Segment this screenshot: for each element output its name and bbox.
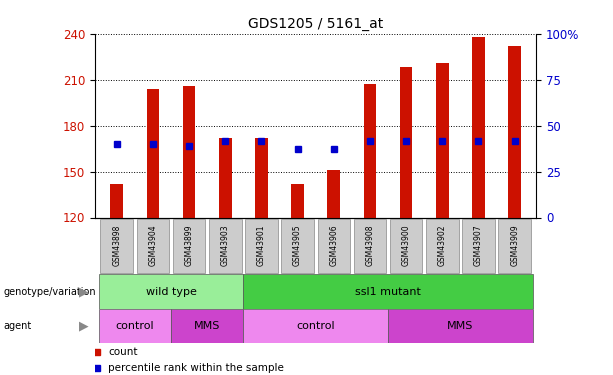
FancyBboxPatch shape (99, 274, 243, 309)
Bar (219, 138, 232, 218)
Bar (183, 86, 196, 218)
Text: GSM43903: GSM43903 (221, 225, 230, 266)
Text: ▶: ▶ (79, 285, 89, 298)
Text: GSM43904: GSM43904 (148, 225, 158, 266)
FancyBboxPatch shape (498, 219, 531, 273)
Text: GSM43907: GSM43907 (474, 225, 483, 266)
Text: GSM43909: GSM43909 (510, 225, 519, 266)
Text: ssl1 mutant: ssl1 mutant (355, 286, 421, 297)
FancyBboxPatch shape (243, 309, 388, 343)
Bar (436, 63, 449, 217)
Text: count: count (109, 347, 138, 357)
Text: control: control (115, 321, 154, 331)
FancyBboxPatch shape (354, 219, 386, 273)
Bar (327, 170, 340, 217)
FancyBboxPatch shape (462, 219, 495, 273)
Bar (255, 138, 268, 218)
Bar (364, 84, 376, 218)
Text: GSM43901: GSM43901 (257, 225, 266, 266)
Text: ▶: ▶ (79, 320, 89, 333)
Text: GSM43900: GSM43900 (402, 225, 411, 266)
FancyBboxPatch shape (245, 219, 278, 273)
Text: MMS: MMS (447, 321, 474, 331)
FancyBboxPatch shape (281, 219, 314, 273)
FancyBboxPatch shape (137, 219, 169, 273)
Text: MMS: MMS (194, 321, 220, 331)
FancyBboxPatch shape (173, 219, 205, 273)
Bar (291, 184, 304, 218)
Text: GSM43905: GSM43905 (293, 225, 302, 266)
Bar (400, 68, 413, 218)
FancyBboxPatch shape (388, 309, 533, 343)
Text: GSM43906: GSM43906 (329, 225, 338, 266)
FancyBboxPatch shape (426, 219, 459, 273)
Text: GSM43899: GSM43899 (185, 225, 194, 266)
FancyBboxPatch shape (171, 309, 243, 343)
Bar (472, 37, 485, 218)
Text: genotype/variation: genotype/variation (3, 286, 96, 297)
Bar (110, 184, 123, 218)
Text: GSM43908: GSM43908 (365, 225, 375, 266)
Text: GSM43902: GSM43902 (438, 225, 447, 266)
Text: GSM43898: GSM43898 (112, 225, 121, 266)
FancyBboxPatch shape (99, 309, 171, 343)
Title: GDS1205 / 5161_at: GDS1205 / 5161_at (248, 17, 383, 32)
Bar (147, 89, 159, 218)
Text: agent: agent (3, 321, 31, 331)
FancyBboxPatch shape (390, 219, 422, 273)
FancyBboxPatch shape (101, 219, 133, 273)
FancyBboxPatch shape (318, 219, 350, 273)
Text: percentile rank within the sample: percentile rank within the sample (109, 363, 284, 373)
Text: control: control (296, 321, 335, 331)
Text: wild type: wild type (145, 286, 196, 297)
FancyBboxPatch shape (209, 219, 242, 273)
Bar (508, 46, 521, 217)
FancyBboxPatch shape (243, 274, 533, 309)
